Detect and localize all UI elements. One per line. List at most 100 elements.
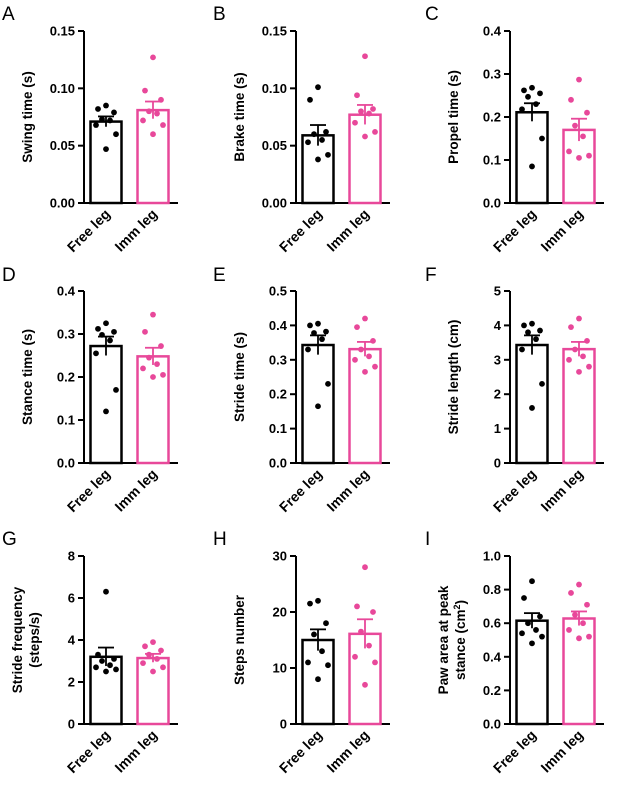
data-point bbox=[362, 133, 368, 140]
y-tick-label: 6 bbox=[68, 591, 75, 606]
x-category-label: Imm leg bbox=[323, 206, 372, 255]
data-point bbox=[99, 116, 105, 123]
data-point bbox=[319, 648, 325, 655]
data-point bbox=[519, 106, 525, 113]
y-axis-label: Steps number bbox=[232, 594, 247, 685]
data-point bbox=[93, 350, 99, 357]
data-point bbox=[315, 597, 321, 604]
data-point bbox=[142, 643, 148, 650]
data-point bbox=[354, 324, 360, 331]
y-tick-label: 0.00 bbox=[50, 196, 75, 211]
data-point bbox=[586, 633, 592, 640]
y-axis-label: Brake time (s) bbox=[232, 72, 247, 161]
data-point bbox=[352, 356, 358, 363]
data-point bbox=[319, 336, 325, 343]
data-point bbox=[311, 631, 317, 638]
panel-letter: F bbox=[425, 265, 437, 286]
data-point bbox=[539, 633, 545, 640]
data-point bbox=[95, 325, 101, 332]
y-tick-label: 0.2 bbox=[269, 387, 287, 402]
data-point bbox=[358, 108, 364, 115]
data-point bbox=[537, 613, 543, 620]
data-point bbox=[140, 660, 146, 666]
x-category-label: Imm leg bbox=[323, 466, 372, 515]
y-tick-label: 4 bbox=[68, 633, 76, 648]
data-point bbox=[150, 668, 156, 675]
x-category-label: Free leg bbox=[276, 466, 325, 515]
y-tick-label: 0.5 bbox=[269, 284, 287, 299]
data-point bbox=[315, 676, 321, 683]
data-point bbox=[352, 653, 358, 660]
y-tick-label: 0.8 bbox=[483, 582, 501, 597]
panel-letter: D bbox=[2, 265, 16, 286]
data-point bbox=[529, 640, 535, 647]
data-point bbox=[362, 315, 368, 322]
y-tick-label: 0.6 bbox=[483, 616, 501, 631]
data-point bbox=[154, 361, 160, 367]
data-point bbox=[323, 129, 329, 135]
data-point bbox=[150, 374, 156, 380]
data-point bbox=[307, 600, 313, 607]
data-point bbox=[305, 346, 311, 353]
data-point bbox=[525, 620, 531, 627]
y-tick-label: 0.05 bbox=[50, 138, 75, 153]
y-axis-label-line: Paw area at peak bbox=[436, 585, 451, 694]
data-point bbox=[576, 581, 582, 588]
y-axis-label: Stride frequency (steps/s) bbox=[10, 586, 42, 693]
data-point bbox=[111, 656, 117, 662]
y-axis-label-line: Stride frequency bbox=[10, 586, 25, 693]
y-axis-label-line: stance (cm bbox=[453, 609, 468, 680]
data-point bbox=[354, 603, 360, 610]
data-point bbox=[95, 106, 101, 112]
data-point bbox=[103, 146, 109, 153]
data-point bbox=[160, 371, 166, 378]
data-point bbox=[99, 658, 105, 664]
data-point bbox=[576, 154, 582, 161]
x-category-label: Imm leg bbox=[537, 206, 586, 255]
data-point bbox=[107, 117, 113, 124]
y-tick-label: 0.4 bbox=[57, 284, 76, 299]
data-point bbox=[568, 96, 574, 103]
panel-letter: I bbox=[425, 529, 430, 550]
y-tick-label: 0.00 bbox=[262, 196, 287, 211]
data-point bbox=[160, 122, 166, 128]
x-category-label: Free leg bbox=[490, 727, 539, 776]
y-axis-label-line: ) bbox=[453, 600, 468, 605]
x-category-label: Free leg bbox=[64, 206, 113, 255]
data-point bbox=[366, 642, 372, 649]
data-point bbox=[103, 102, 109, 109]
data-point bbox=[150, 131, 156, 138]
panel-letter: B bbox=[213, 4, 226, 25]
x-category-label: Free leg bbox=[64, 727, 113, 776]
y-tick-label: 0.10 bbox=[50, 81, 75, 96]
data-point bbox=[158, 647, 164, 654]
y-tick-label: 0.0 bbox=[483, 196, 501, 211]
data-point bbox=[311, 330, 317, 336]
y-axis-label: Swing time (s) bbox=[20, 71, 35, 163]
y-tick-label: 0.15 bbox=[262, 24, 287, 39]
data-point bbox=[521, 595, 527, 601]
data-point bbox=[325, 662, 331, 669]
data-point bbox=[146, 651, 152, 658]
data-point bbox=[140, 365, 146, 372]
data-point bbox=[566, 627, 572, 633]
data-point bbox=[150, 639, 156, 645]
y-axis-label: Paw area at peak stance (cm2) bbox=[436, 585, 468, 694]
y-tick-label: 0.0 bbox=[269, 456, 287, 471]
data-point bbox=[537, 327, 543, 334]
y-tick-label: 20 bbox=[273, 605, 287, 620]
data-point bbox=[525, 329, 531, 336]
data-point bbox=[580, 353, 586, 360]
data-point bbox=[158, 343, 164, 349]
y-tick-label: 0.3 bbox=[269, 352, 287, 367]
data-point bbox=[576, 368, 582, 375]
x-category-label: Imm leg bbox=[537, 727, 586, 776]
data-point bbox=[572, 122, 578, 129]
data-point bbox=[99, 331, 105, 338]
x-category-label: Imm leg bbox=[323, 727, 372, 776]
data-point bbox=[140, 117, 146, 124]
data-point bbox=[576, 76, 582, 83]
data-point bbox=[539, 380, 545, 387]
